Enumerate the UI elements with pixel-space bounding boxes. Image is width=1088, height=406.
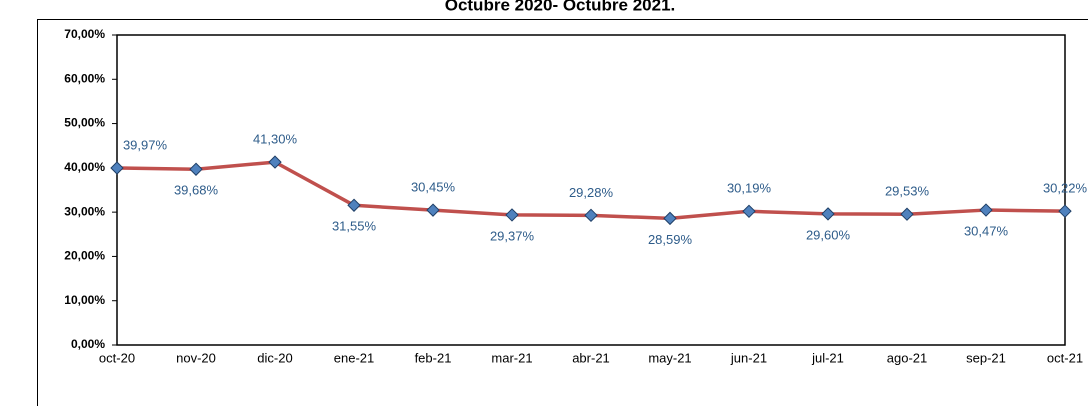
x-tick-label: ene-21 <box>334 350 374 365</box>
plot-area <box>116 34 1066 346</box>
marker <box>110 161 124 175</box>
data-label: 31,55% <box>332 219 377 234</box>
chart-title: Octubre 2020- Octubre 2021. <box>445 0 676 14</box>
data-label: 30,22% <box>1043 181 1088 196</box>
marker <box>979 203 993 217</box>
data-label: 30,45% <box>411 180 456 195</box>
marker <box>189 162 203 176</box>
y-tick-label: 30,00% <box>64 204 105 218</box>
data-label: 41,30% <box>253 132 298 147</box>
marker <box>426 203 440 217</box>
y-tick-label: 40,00% <box>64 160 105 174</box>
data-label: 28,59% <box>648 232 693 247</box>
y-tick-label: 60,00% <box>64 71 105 85</box>
marker <box>268 155 282 169</box>
y-tick-label: 50,00% <box>64 116 105 130</box>
data-label: 29,53% <box>885 184 930 199</box>
y-tick-label: 20,00% <box>64 249 105 263</box>
data-label: 29,60% <box>806 227 851 242</box>
marker <box>584 208 598 223</box>
x-tick-label: oct-20 <box>99 350 135 365</box>
marker <box>742 204 756 219</box>
x-tick-label: sep-21 <box>966 350 1006 365</box>
marker <box>900 207 914 221</box>
x-tick-label: may-21 <box>648 350 691 365</box>
y-tick-label: 0,00% <box>71 337 105 351</box>
x-tick-label: feb-21 <box>415 350 452 365</box>
data-label: 30,19% <box>727 181 772 196</box>
x-tick-label: ago-21 <box>887 350 927 365</box>
marker <box>1058 204 1072 218</box>
y-tick-label: 10,00% <box>64 293 105 307</box>
x-tick-label: abr-21 <box>572 350 610 365</box>
y-tick-label: 70,00% <box>64 27 105 41</box>
x-tick-label: jul-21 <box>811 350 844 365</box>
data-label: 29,28% <box>569 185 614 200</box>
x-tick-label: nov-20 <box>176 350 216 365</box>
x-tick-label: mar-21 <box>491 350 532 365</box>
data-label: 29,37% <box>490 228 535 243</box>
x-tick-label: oct-21 <box>1047 350 1083 365</box>
marker <box>347 198 361 212</box>
data-label: 39,68% <box>174 183 219 198</box>
marker <box>821 207 835 221</box>
marker <box>505 208 519 222</box>
data-label: 39,97% <box>123 137 168 152</box>
marker <box>663 211 677 226</box>
data-label: 30,47% <box>964 223 1009 238</box>
x-tick-label: jun-21 <box>730 350 767 365</box>
x-tick-label: dic-20 <box>257 350 292 365</box>
